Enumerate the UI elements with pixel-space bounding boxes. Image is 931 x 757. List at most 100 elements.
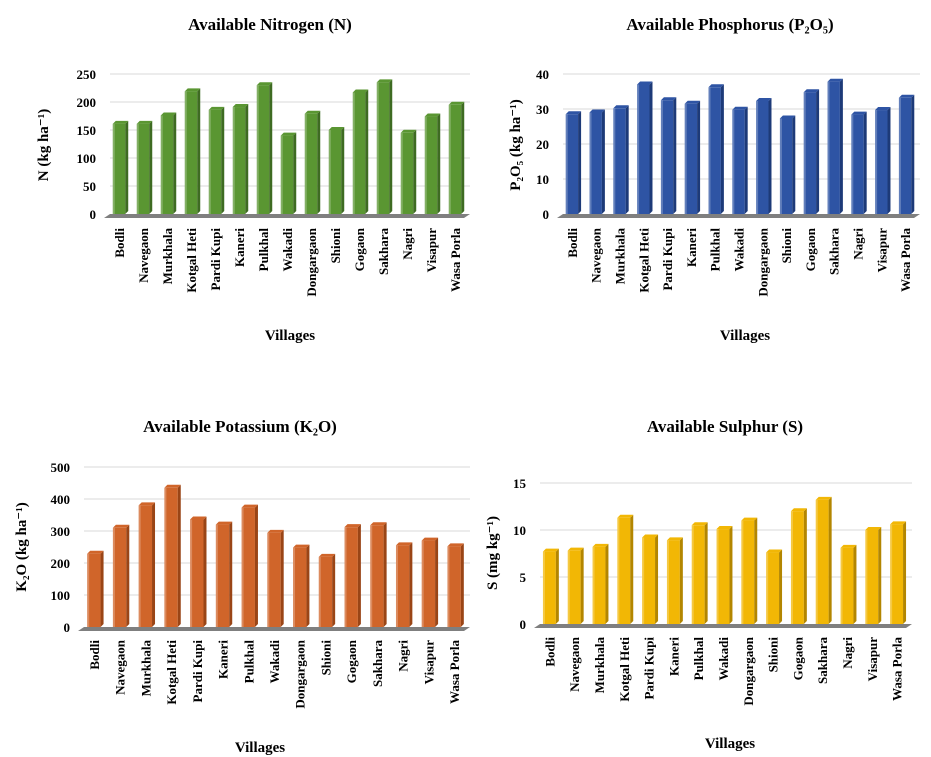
bar-highlight: [660, 100, 663, 214]
bar-highlight: [567, 550, 570, 624]
bar-side: [357, 524, 361, 627]
bar-top: [779, 115, 796, 119]
bar-14: [898, 94, 915, 214]
chart-3: Available Sulphur (S) 0 5 10 15 Bodli Navegaon…: [485, 417, 912, 752]
bar-top: [660, 97, 677, 101]
bar-side: [601, 109, 605, 214]
bar-13: [424, 113, 441, 214]
bar-top: [280, 132, 297, 136]
bar-top: [328, 127, 345, 130]
bar-1: [112, 524, 130, 627]
x-category-label: Kotgal Heti: [636, 228, 651, 293]
y-tick-label: 200: [77, 95, 97, 110]
bar-top: [304, 110, 321, 114]
x-category-label: Wasa Porla: [448, 228, 463, 292]
x-category-label: Visapur: [874, 228, 889, 273]
bar-highlight: [160, 115, 163, 214]
bar-top: [803, 89, 820, 93]
bar-top: [112, 524, 130, 528]
bar-side: [245, 104, 249, 214]
bar-5: [215, 521, 233, 627]
bar-13: [865, 527, 882, 624]
x-category-label: Wakadi: [267, 640, 282, 684]
bar-4: [190, 516, 207, 627]
bar-highlight: [87, 553, 90, 627]
bar-front: [395, 545, 410, 627]
bar-front: [448, 104, 462, 214]
bar-highlight: [112, 527, 115, 627]
x-category-label: Visapur: [865, 637, 880, 682]
x-category-label: Murkhala: [592, 637, 607, 694]
bar-1: [136, 120, 153, 214]
bar-front: [370, 525, 384, 627]
bar-front: [232, 107, 246, 214]
bar-highlight: [232, 107, 235, 214]
x-category-label: Dongargaon: [293, 639, 308, 708]
bar-front: [565, 114, 579, 214]
x-category-label: Murkhala: [160, 228, 175, 285]
bar-front: [256, 85, 270, 214]
bar-top: [344, 524, 361, 528]
x-category-label: Wasa Porla: [898, 228, 913, 292]
bar-highlight: [898, 97, 901, 214]
y-tick-label: 150: [77, 123, 97, 138]
bar-highlight: [890, 524, 893, 624]
bar-top: [241, 504, 258, 508]
bar-top: [138, 502, 156, 506]
x-category-label: Gogaon: [790, 636, 805, 680]
bar-highlight: [421, 540, 424, 627]
bar-highlight: [803, 92, 806, 214]
bar-top: [741, 517, 758, 521]
x-category-label: Pulkhal: [241, 640, 256, 684]
bar-highlight: [815, 499, 818, 624]
bar-top: [716, 526, 733, 530]
bar-front: [293, 547, 307, 627]
x-category-label: Kotgal Heti: [184, 228, 199, 293]
bar-front: [136, 123, 150, 214]
bar-3: [184, 88, 201, 214]
bar-2: [160, 112, 177, 214]
bar-highlight: [208, 109, 211, 214]
chart-2: Available Potassium (K₂O) 0 100 200 300 400 50…: [14, 417, 470, 756]
bar-top: [790, 508, 807, 512]
bar-highlight: [190, 519, 193, 627]
bar-side: [697, 100, 701, 214]
bar-highlight: [280, 135, 283, 214]
bar-front: [589, 112, 602, 214]
bar-front: [766, 552, 780, 624]
bar-side: [152, 502, 156, 627]
bar-5: [232, 104, 249, 214]
x-category-label: Pardi Kupi: [208, 228, 223, 291]
bar-front: [708, 87, 721, 214]
y-tick-label: 5: [520, 570, 527, 585]
bar-highlight: [716, 529, 719, 624]
x-category-label: Kotgal Heti: [164, 640, 179, 705]
bar-0: [112, 120, 129, 214]
bar-front: [352, 92, 366, 214]
bar-6: [691, 522, 708, 624]
bar-top: [756, 97, 772, 101]
bar-side: [704, 522, 708, 624]
bar-top: [293, 544, 310, 548]
bar-front: [421, 540, 436, 627]
bar-top: [542, 548, 559, 552]
bar-side: [229, 521, 233, 627]
bar-4: [208, 106, 225, 214]
bar-3: [164, 484, 181, 627]
x-category-label: Kaneri: [684, 228, 699, 267]
bar-0: [565, 111, 582, 214]
bar-12: [395, 542, 413, 627]
bar-side: [280, 529, 284, 627]
x-category-label: Sakhara: [370, 640, 385, 687]
bar-top: [898, 94, 915, 98]
bar-highlight: [827, 81, 830, 214]
bar-7: [732, 106, 748, 214]
chart-title: Available Nitrogen (N): [188, 15, 352, 34]
bar-front: [87, 553, 101, 627]
bar-top: [890, 521, 907, 525]
bar-side: [389, 79, 393, 215]
x-category-label: Dongargaon: [741, 636, 756, 705]
y-tick-label: 40: [536, 67, 549, 82]
x-category-label: Bodli: [112, 228, 127, 258]
